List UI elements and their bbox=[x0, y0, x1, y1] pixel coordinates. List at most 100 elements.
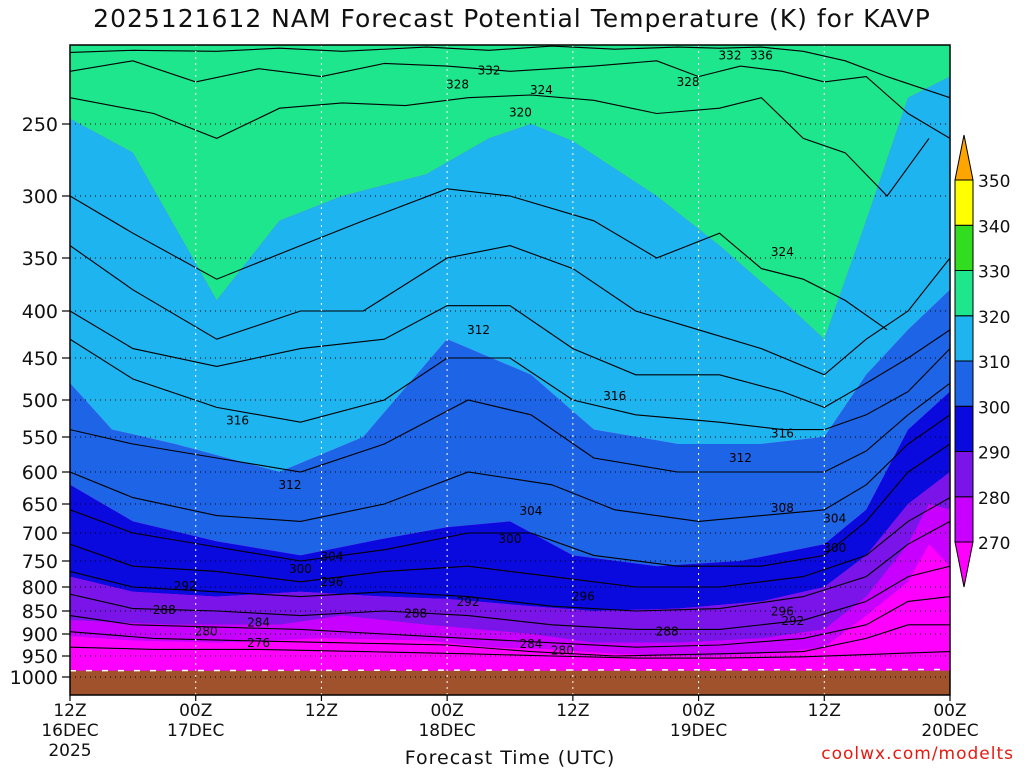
colorbar: 270 280 290 300 310 320 330 340 350 bbox=[954, 134, 1010, 588]
x-tick-label: 00Z bbox=[933, 701, 966, 721]
x-tick-label: 12Z bbox=[53, 701, 86, 721]
x-tick-label: 18DEC bbox=[418, 721, 475, 741]
colorbar-arrow-high bbox=[954, 134, 974, 181]
ground-line bbox=[70, 668, 950, 672]
y-tick-label: 800 bbox=[22, 577, 58, 599]
contour-line-284 bbox=[70, 596, 950, 648]
contour-label: 288 bbox=[404, 606, 427, 620]
x-tick-label: 12Z bbox=[808, 701, 841, 721]
grid-layer bbox=[70, 45, 950, 695]
contour-label: 312 bbox=[729, 451, 752, 465]
contour-fill-region bbox=[70, 391, 950, 611]
contour-label-layer: 332 332 336 328 324 328 320 324 312 316 316 316 312 3… bbox=[153, 49, 846, 658]
colorbar-segment bbox=[954, 496, 974, 543]
colorbar-label: 330 bbox=[978, 263, 1010, 283]
contour-label: 296 bbox=[320, 575, 343, 589]
contour-label: 332 bbox=[478, 63, 501, 77]
colorbar-label: 350 bbox=[978, 172, 1010, 192]
contour-line-332 bbox=[70, 60, 950, 139]
colorbar-label: 290 bbox=[978, 444, 1010, 464]
colorbar-label: 270 bbox=[978, 534, 1010, 554]
contour-label: 328 bbox=[677, 75, 700, 89]
contour-label: 292 bbox=[781, 614, 804, 628]
contour-line-300 bbox=[70, 443, 950, 567]
contour-fill-region bbox=[70, 504, 950, 656]
credit-text: coolwx.com/modelts bbox=[821, 744, 1014, 764]
contour-fill-region bbox=[70, 45, 950, 340]
contour-label: 288 bbox=[656, 625, 679, 639]
contour-fill-region bbox=[908, 566, 950, 654]
x-tick-label: 2025 bbox=[48, 741, 91, 761]
contour-label: 328 bbox=[446, 78, 469, 92]
colorbar-label: 300 bbox=[978, 398, 1010, 418]
contour-label: 304 bbox=[519, 504, 542, 518]
x-tick-label: 12Z bbox=[556, 701, 589, 721]
contour-label: 312 bbox=[467, 323, 490, 337]
y-tick-label: 250 bbox=[22, 114, 58, 136]
colorbar-arrow-low bbox=[954, 541, 974, 588]
contour-label: 300 bbox=[499, 532, 522, 546]
contour-label: 280 bbox=[195, 625, 218, 639]
contour-label: 320 bbox=[509, 105, 532, 119]
contour-label: 304 bbox=[823, 512, 846, 526]
contour-fill-region bbox=[70, 289, 950, 567]
contour-label: 312 bbox=[279, 478, 302, 492]
colorbar-segment bbox=[954, 451, 974, 498]
x-tick-label: 00Z bbox=[431, 701, 464, 721]
y-tick-label: 1000 bbox=[10, 667, 58, 689]
ground-layer bbox=[70, 668, 950, 695]
contour-label: 292 bbox=[174, 579, 197, 593]
contour-label: 316 bbox=[771, 426, 794, 440]
contour-label: 308 bbox=[771, 501, 794, 515]
y-tick-label: 700 bbox=[22, 523, 58, 545]
y-tick-label: 950 bbox=[22, 646, 58, 668]
contour-line-296 bbox=[70, 497, 950, 588]
y-tick-label: 300 bbox=[22, 186, 58, 208]
contour-line-layer bbox=[70, 45, 950, 659]
contour-label: 296 bbox=[572, 590, 595, 604]
y-tick-label: 650 bbox=[22, 494, 58, 516]
y-tick-label: 350 bbox=[22, 248, 58, 270]
x-tick-label: 00Z bbox=[682, 701, 715, 721]
contour-label: 316 bbox=[226, 414, 249, 428]
colorbar-segment bbox=[954, 360, 974, 407]
x-tick-label: 17DEC bbox=[167, 721, 224, 741]
chart-title: 2025121612 NAM Forecast Potential Temper… bbox=[93, 4, 931, 33]
colorbar-segment bbox=[954, 315, 974, 362]
contour-label: 300 bbox=[823, 541, 846, 555]
contour-fill-layer bbox=[70, 45, 950, 695]
y-tick-label: 500 bbox=[22, 390, 58, 412]
contour-label: 300 bbox=[289, 562, 312, 576]
y-tick-label: 850 bbox=[22, 601, 58, 623]
x-tick-label: 12Z bbox=[305, 701, 338, 721]
contour-line-324 bbox=[70, 188, 888, 331]
colorbar-label: 280 bbox=[978, 489, 1010, 509]
contour-fill-region bbox=[70, 76, 950, 472]
contour-line-280 bbox=[70, 624, 950, 657]
ground-surface bbox=[70, 670, 950, 695]
contour-line-336 bbox=[70, 45, 950, 99]
x-tick-label: 00Z bbox=[179, 701, 212, 721]
colorbar-segment bbox=[954, 179, 974, 226]
contour-label: 280 bbox=[551, 644, 574, 658]
x-tick-label: 19DEC bbox=[670, 721, 727, 741]
contour-label: 276 bbox=[247, 636, 270, 650]
contour-line-304 bbox=[70, 414, 950, 522]
contour-label: 292 bbox=[457, 595, 480, 609]
y-tick-label: 750 bbox=[22, 551, 58, 573]
colorbar-label: 340 bbox=[978, 217, 1010, 237]
contour-label: 324 bbox=[530, 83, 553, 97]
y-tick-label: 450 bbox=[22, 348, 58, 370]
contour-label: 288 bbox=[153, 603, 176, 617]
contour-line-276 bbox=[70, 646, 950, 659]
contour-label: 296 bbox=[771, 604, 794, 618]
contour-line-288 bbox=[70, 565, 950, 630]
contour-label: 324 bbox=[771, 245, 794, 259]
colorbar-segment bbox=[954, 270, 974, 317]
contour-label: 332 bbox=[719, 49, 742, 63]
x-tick-label: 20DEC bbox=[921, 721, 978, 741]
contour-line-308 bbox=[70, 382, 950, 473]
x-tick-label: 16DEC bbox=[41, 721, 98, 741]
